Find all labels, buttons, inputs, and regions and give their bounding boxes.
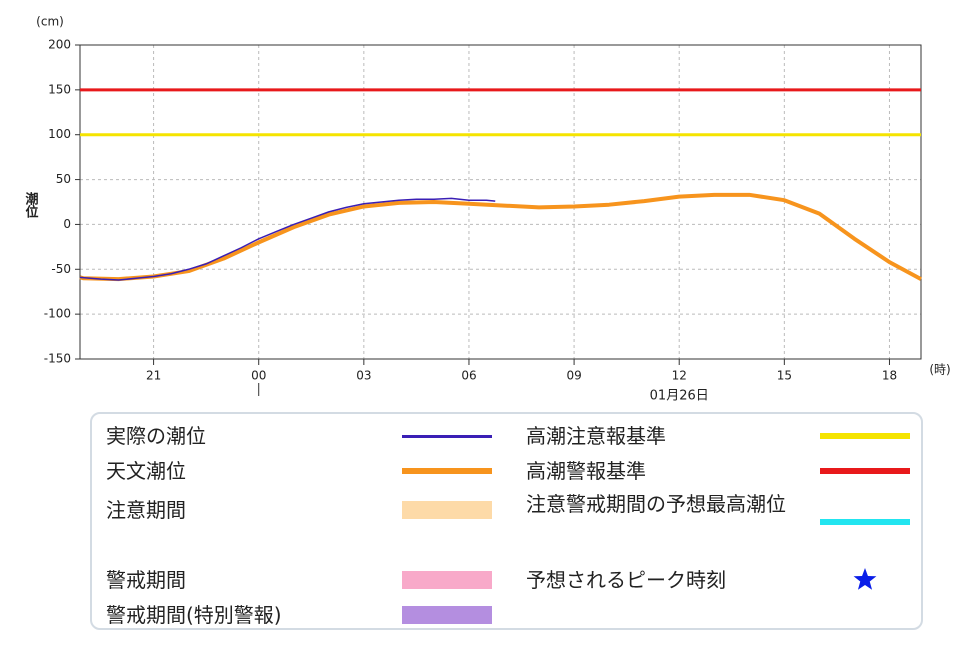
- legend-label: 警戒期間: [106, 568, 186, 592]
- plot-area: [80, 45, 921, 359]
- x-tick-label: 03: [356, 369, 371, 383]
- y-tick-label: 0: [63, 217, 71, 231]
- legend-swatch: [402, 468, 492, 474]
- y-unit: (cm): [36, 15, 64, 29]
- y-tick-label: 50: [56, 172, 71, 186]
- legend-label: 予想されるピーク時刻: [526, 568, 726, 592]
- legend-star: [853, 568, 877, 590]
- series-line: [79, 192, 922, 282]
- y-tick-label: -150: [44, 352, 71, 366]
- x-unit: (時): [929, 363, 950, 377]
- legend-swatch: [820, 468, 910, 474]
- legend-swatch: [402, 434, 492, 438]
- x-tick-label: 06: [461, 369, 476, 383]
- legend: 実際の潮位天文潮位注意期間警戒期間警戒期間(特別警報) 高潮注意報基準 高潮警報基準…: [90, 412, 923, 630]
- y-tick-label: -100: [44, 307, 71, 321]
- x-tick-label: 21: [146, 369, 161, 383]
- x-tick-label: 00: [251, 369, 266, 383]
- legend-label: 高潮警報基準: [526, 459, 646, 483]
- star: [853, 568, 877, 590]
- legend-label: 警戒期間(特別警報): [106, 603, 282, 627]
- y-tick-label: 150: [48, 82, 71, 96]
- legend-label: 実際の潮位: [106, 424, 206, 448]
- legend-label: 天文潮位: [106, 459, 186, 483]
- legend-label: 高潮注意報基準: [526, 424, 666, 448]
- x-tick-label: 18: [882, 369, 897, 383]
- legend-label: 注意警戒期間の予想最高潮位: [526, 492, 786, 516]
- y-tick-label: 100: [48, 127, 71, 141]
- x-tick-label: 09: [566, 369, 581, 383]
- legend-label: 注意期間: [106, 498, 186, 522]
- plot-frame: [79, 44, 922, 360]
- x-tick-label: 15: [777, 369, 792, 383]
- legend-swatch: [820, 519, 910, 525]
- legend-swatch: [820, 433, 910, 439]
- legend-swatch: [402, 501, 492, 519]
- x-tick-label: 12: [672, 369, 687, 383]
- series-line: [79, 197, 496, 281]
- y-tick-label: 200: [48, 38, 71, 52]
- legend-swatch: [402, 606, 492, 624]
- chart: (cm) 潮位 (時) -150 -100 -50 0 50 100 150 200 21 00 0…: [23, 15, 951, 404]
- legend-swatch: [402, 571, 492, 589]
- y-tick-label: -50: [51, 262, 71, 276]
- date-annotation: 01月26日: [650, 389, 709, 404]
- y-axis-label: 潮位: [23, 191, 39, 219]
